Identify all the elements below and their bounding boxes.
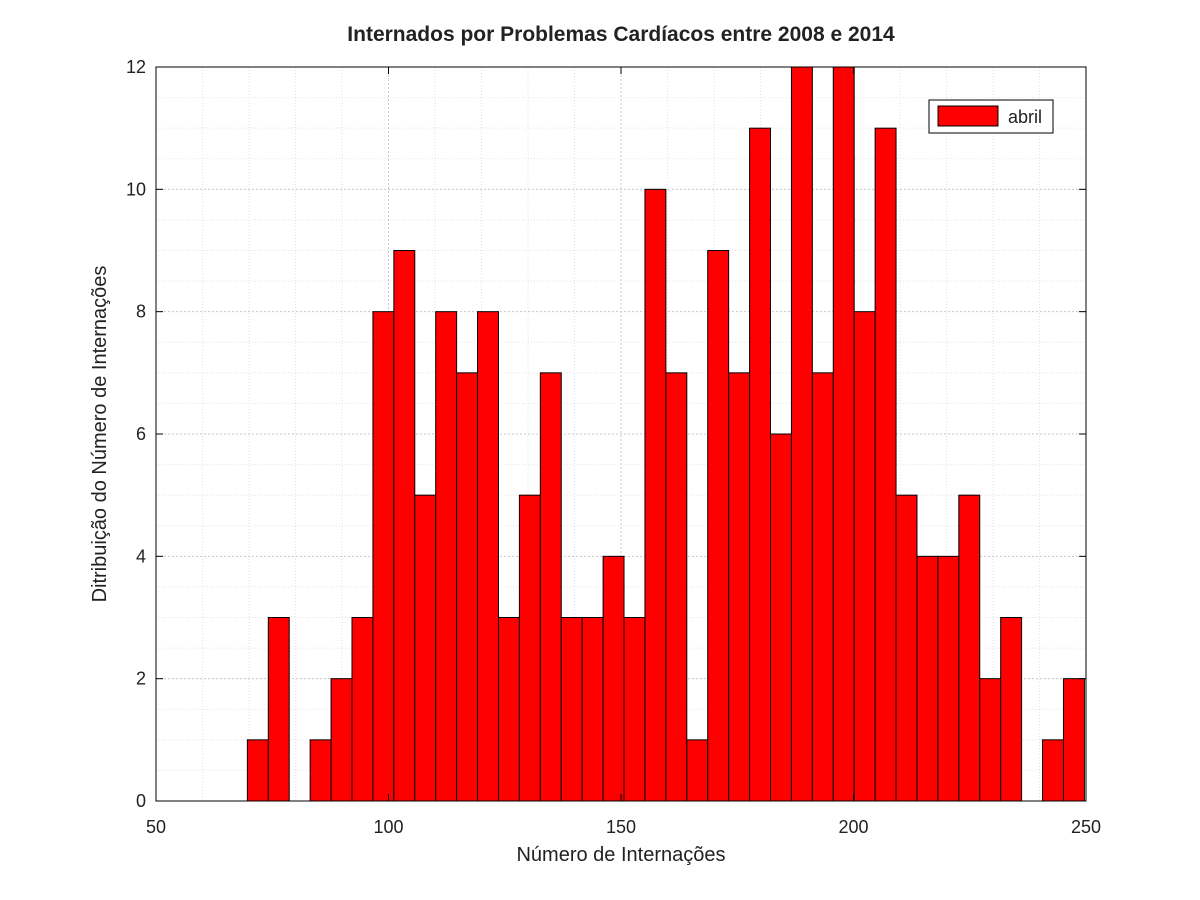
y-tick-label: 0: [136, 791, 146, 811]
y-tick-label: 8: [136, 302, 146, 322]
histogram-bar: [414, 494, 437, 802]
histogram-bar: [560, 617, 583, 802]
legend-label-abril: abril: [1008, 107, 1042, 127]
histogram-bar: [309, 739, 332, 802]
y-tick-label: 10: [126, 179, 146, 199]
histogram-bar: [456, 372, 479, 802]
histogram-bar: [811, 372, 834, 802]
histogram-bar: [707, 250, 730, 802]
y-tick-label: 6: [136, 424, 146, 444]
x-tick-label: 100: [373, 817, 403, 837]
chart-title: Internados por Problemas Cardíacos entre…: [347, 23, 895, 46]
histogram-bar: [1000, 617, 1023, 802]
x-tick-label: 50: [146, 817, 166, 837]
histogram-bar: [435, 311, 458, 802]
histogram-bar: [790, 66, 813, 802]
histogram-bar: [937, 555, 960, 802]
histogram-bar: [623, 617, 646, 802]
histogram-bar: [665, 372, 688, 802]
histogram-bar: [728, 372, 751, 802]
histogram-bar: [686, 739, 709, 802]
y-axis-label: Ditribuição do Número de Internações: [89, 266, 111, 603]
histogram-bar: [330, 678, 353, 802]
histogram-bar: [1062, 678, 1085, 802]
histogram-bar: [539, 372, 562, 802]
y-tick-label: 2: [136, 669, 146, 689]
histogram-bar: [979, 678, 1002, 802]
histogram-bar: [246, 739, 269, 802]
histogram-bar: [372, 311, 395, 802]
histogram-bar: [393, 250, 416, 802]
legend: abril: [928, 99, 1054, 134]
x-tick-label: 200: [838, 817, 868, 837]
legend-swatch: [937, 105, 999, 127]
axis-ticks: [155, 66, 1087, 802]
histogram-bar: [874, 127, 897, 802]
histogram-bar: [602, 555, 625, 802]
histogram-bar: [518, 494, 541, 802]
histogram-bar: [644, 188, 667, 802]
histogram-bar: [958, 494, 981, 802]
histogram-bars: [246, 66, 1085, 802]
histogram-bar: [832, 66, 855, 802]
histogram-bar: [581, 617, 604, 802]
histogram-bar: [916, 555, 939, 802]
histogram-bar: [749, 127, 771, 802]
histogram-bar: [477, 311, 499, 802]
x-tick-labels: 50 100 150 200 250: [146, 817, 1101, 837]
histogram-bar: [895, 494, 918, 802]
histogram-bar: [351, 617, 374, 802]
y-tick-label: 4: [136, 546, 146, 566]
y-tick-labels: 0 2 4 6 8 10 12: [126, 57, 146, 811]
x-tick-label: 250: [1071, 817, 1101, 837]
x-axis-label: Número de Internações: [516, 844, 725, 866]
histogram-bar: [497, 617, 520, 802]
y-tick-label: 12: [126, 57, 146, 77]
histogram-bar: [853, 311, 876, 802]
x-tick-label: 150: [606, 817, 636, 837]
histogram-bar: [769, 433, 792, 802]
histogram-bar: [267, 617, 290, 802]
histogram-bar: [1042, 739, 1064, 802]
